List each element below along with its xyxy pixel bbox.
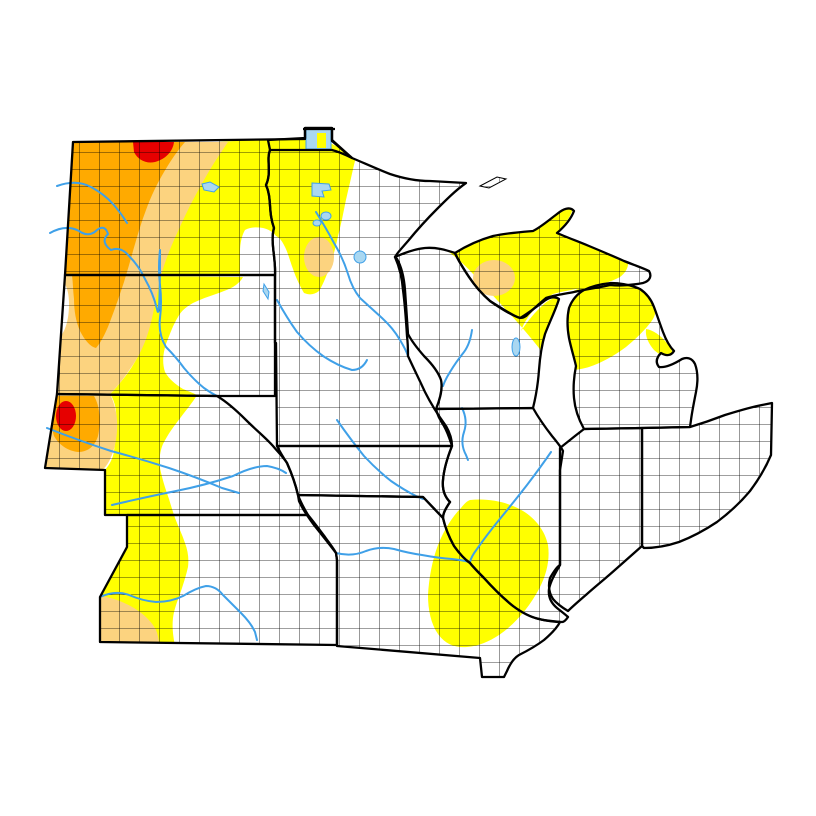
lake-winnebago xyxy=(511,337,521,357)
lakes-layer xyxy=(201,128,521,357)
river-kansas xyxy=(99,585,258,641)
leech-lake xyxy=(320,211,332,221)
river-illinois xyxy=(469,451,552,563)
rivers-layer xyxy=(46,181,552,641)
river-minnesota xyxy=(276,299,368,371)
river-niobrara xyxy=(46,427,240,494)
river-iowa xyxy=(461,407,469,461)
big-stone-lake xyxy=(262,282,270,301)
state-borders-layer xyxy=(43,126,774,679)
mille-lacs-lake xyxy=(353,250,367,264)
river-des-moines xyxy=(336,419,424,500)
nw-angle-land xyxy=(317,133,326,148)
river-mississippi-minnesota xyxy=(315,211,409,357)
river-missouri-lower xyxy=(335,546,470,563)
river-missouri-dakotas xyxy=(49,226,218,397)
red-lake xyxy=(311,182,332,198)
river-wisconsin xyxy=(442,329,473,387)
river-little-missouri xyxy=(56,181,128,224)
river-platte xyxy=(111,465,287,506)
lake-winnibigoshish xyxy=(312,219,322,227)
devils-lake xyxy=(201,181,220,193)
